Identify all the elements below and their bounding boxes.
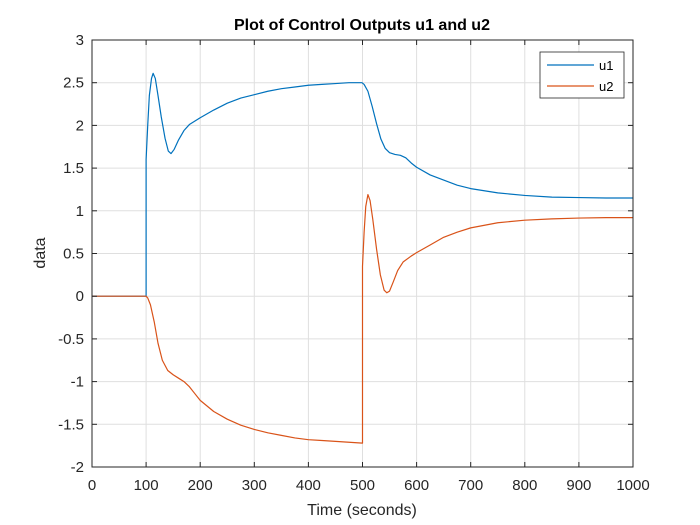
x-tick-label: 600: [404, 477, 429, 494]
y-tick-label: 2.5: [63, 75, 84, 92]
y-tick-label: -2: [71, 459, 84, 476]
y-tick-label: 3: [76, 32, 84, 49]
x-tick-label: 0: [88, 477, 96, 494]
series-line-u2: [92, 193, 633, 444]
y-tick-label: 1: [76, 203, 84, 220]
legend-label-u1: u1: [599, 58, 613, 73]
series-line-u1: [92, 72, 633, 297]
x-tick-label: 700: [458, 477, 483, 494]
axes-box: [91, 39, 634, 468]
x-tick-label: 100: [134, 477, 159, 494]
x-tick-label: 400: [296, 477, 321, 494]
y-tick-label: -1: [71, 374, 84, 391]
series-layer: [92, 72, 633, 444]
tick-labels: 0 100 200 300 400 500 600 700 800 900 1000 -2 -1.5 -1…: [58, 32, 650, 494]
x-tick-label: 1000: [616, 477, 649, 494]
y-tick-label: -1.5: [58, 416, 84, 433]
x-tick-label: 200: [188, 477, 213, 494]
x-tick-label: 900: [566, 477, 591, 494]
x-tick-label: 300: [242, 477, 267, 494]
legend-label-u2: u2: [599, 79, 613, 94]
x-axis-label: Time (seconds): [307, 502, 417, 519]
y-tick-label: 0: [76, 288, 84, 305]
y-tick-label: 2: [76, 117, 84, 134]
y-tick-label: 0.5: [63, 246, 84, 263]
x-tick-label: 500: [350, 477, 375, 494]
x-tick-label: 800: [512, 477, 537, 494]
legend: u1 u2: [539, 51, 625, 99]
legend-box: [539, 51, 625, 99]
chart-title: Plot of Control Outputs u1 and u2: [234, 17, 490, 34]
y-tick-label: -0.5: [58, 331, 84, 348]
y-tick-label: 1.5: [63, 160, 84, 177]
y-axis-label: data: [32, 237, 49, 268]
